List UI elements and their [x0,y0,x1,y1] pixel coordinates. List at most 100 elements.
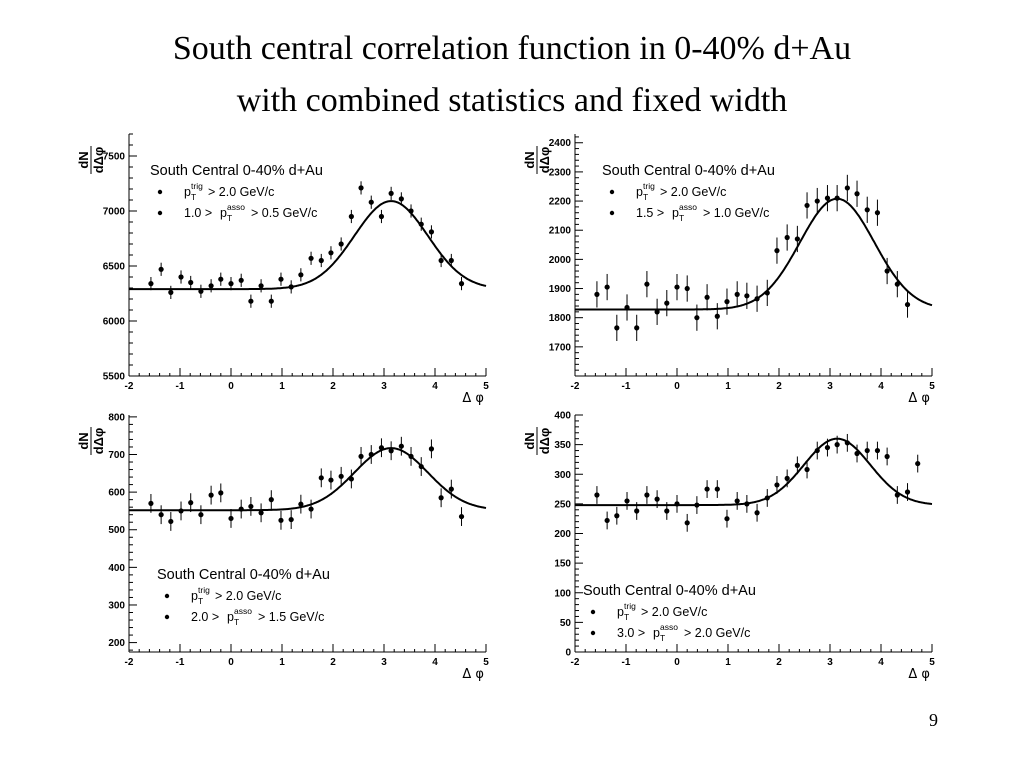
data-marker [458,281,465,287]
data-marker [458,513,465,520]
data-point [864,196,870,223]
data-marker [218,490,224,496]
x-tick-label: 4 [432,657,438,668]
x-tick-label: 1 [725,657,731,668]
data-point [248,294,254,308]
y-tick-label: 7500 [103,152,126,163]
data-point [358,181,364,195]
data-point [824,185,831,212]
data-point [894,271,900,298]
data-marker [398,443,404,449]
data-marker [168,289,174,295]
pt-symbol: p [636,185,643,199]
data-marker [684,520,690,526]
data-point [278,510,284,530]
pt-symbol: p [184,185,191,199]
data-marker [278,517,284,523]
y-label-numerator: dN [76,432,91,449]
data-point [794,225,800,253]
data-marker [854,191,860,197]
data-marker [654,309,660,315]
x-tick-label: 0 [674,381,680,392]
data-point [874,441,881,460]
data-point [438,253,444,268]
data-marker [744,501,750,507]
data-marker [448,486,454,492]
data-point [704,480,710,498]
data-point [288,510,294,529]
y-tick-label: 600 [108,488,125,499]
data-marker [318,257,324,264]
data-marker [644,492,650,498]
pt-subscript: T [227,213,232,223]
y-tick-label: 5500 [103,372,126,383]
gaussian-fit-curve [575,437,933,507]
legend-marker [164,593,170,599]
data-marker [188,279,194,286]
data-marker [814,198,820,204]
data-point [218,483,224,503]
pt-superscript: asso [234,606,252,616]
slide-title-line-2: with combined statistics and fixed width [236,82,788,119]
data-point [614,314,620,342]
y-tick-label: 700 [108,450,125,461]
x-tick-label: 3 [827,381,833,392]
data-point [408,204,414,218]
legend-title: South Central 0-40% d+Au [602,163,775,179]
legend-entry-text: > 1.0 GeV/c [703,206,769,220]
x-tick-label: 4 [432,381,438,392]
pt-superscript: trig [643,181,655,191]
data-marker [268,497,274,503]
data-marker [338,473,344,479]
data-point [844,433,850,452]
slide-title-line-1: South central correlation function in 0-… [172,30,852,67]
data-marker [874,210,881,216]
data-marker [764,495,770,501]
data-point [764,279,770,307]
legend-entry-text: > 2.0 GeV/c [208,185,274,199]
data-marker [624,304,630,311]
legend-marker [164,614,170,620]
y-axis-label: dN dΔφ [76,427,106,455]
data-marker [398,196,404,202]
data-marker [268,298,274,304]
data-marker [438,495,444,501]
data-point [814,187,820,215]
data-point [218,272,224,286]
legend-prefix: 1.0 > [184,206,212,220]
data-point [148,494,154,513]
data-point [894,486,900,504]
y-tick-label: 0 [565,648,571,659]
data-marker [694,315,700,321]
data-point [348,209,354,224]
data-point [208,485,214,505]
x-tick-label: -1 [176,657,185,668]
data-marker [844,440,850,446]
data-marker [428,446,435,452]
x-tick-label: -1 [622,657,631,668]
pt-symbol: p [672,206,679,220]
y-tick-label: 2000 [549,255,572,266]
legend-title: South Central 0-40% d+Au [157,567,330,583]
data-marker [644,281,650,287]
data-point [228,277,234,291]
pt-subscript: T [643,192,648,202]
data-point [178,501,184,521]
data-point [754,503,760,522]
data-point [308,251,314,265]
data-marker [238,506,244,512]
pt-superscript: asso [227,202,245,212]
pt-symbol: p [653,626,660,640]
data-point [458,277,465,291]
data-point [784,224,790,251]
data-marker [148,281,154,287]
data-marker [368,199,374,205]
data-point [448,253,454,268]
y-tick-label: 2200 [549,197,572,208]
data-point [804,460,810,479]
y-label-numerator: dN [522,151,537,168]
